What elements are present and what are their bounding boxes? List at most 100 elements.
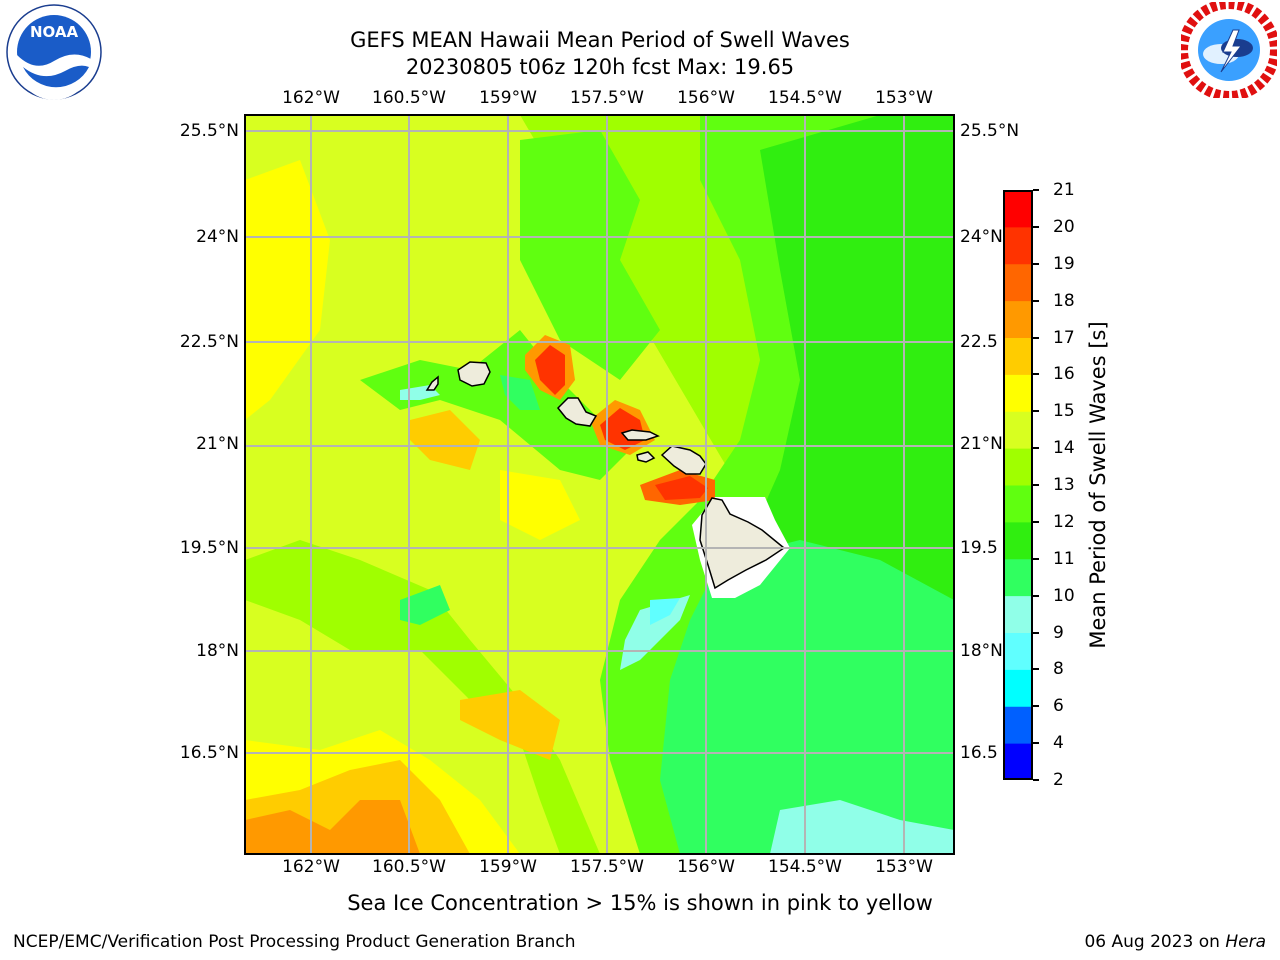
hawaii-big-island [699,497,786,590]
colorbar-tick-label: 9 [1053,622,1064,643]
lon-label-top: 154.5°W [768,88,842,108]
lat-label-right: 24°N [960,227,1003,247]
colorbar-tick-label: 17 [1053,327,1075,348]
lon-label-top: 157.5°W [570,88,644,108]
noaa-logo-text: NOAA [30,23,79,41]
colorbar-tick-label: 10 [1053,585,1075,606]
colorbar-segment [1003,190,1033,228]
generation-date: 06 Aug 2023 on Hera [1084,932,1266,952]
colorbar-tick-label: 4 [1053,733,1064,754]
colorbar-tick-label: 16 [1053,364,1075,385]
noaa-logo: NOAA [5,3,103,101]
colorbar-tick [1033,447,1039,450]
colorbar-segment [1003,263,1033,302]
lat-label-right: 25.5°N [960,121,1020,141]
colorbar-tick [1033,225,1039,228]
colorbar-tick [1033,189,1039,191]
lat-label-left: 19.5°N [179,538,239,558]
colorbar-segment [1003,558,1033,597]
colorbar-tick [1033,373,1039,376]
colorbar-tick [1033,779,1039,781]
machine-name: Hera [1225,932,1266,952]
colorbar-segment [1003,485,1033,523]
chart-subtitle: 20230805 t06z 120h fcst Max: 19.65 [405,55,795,79]
niihau-island [425,375,439,391]
colorbar-segment [1003,632,1033,670]
colorbar-title: Mean Period of Swell Waves [s] [1086,321,1110,649]
colorbar [1003,190,1033,780]
colorbar-tick-label: 2 [1053,770,1064,790]
lon-label-top: 153°W [875,88,933,108]
kauai-island [457,361,491,387]
colorbar-tick-label: 15 [1053,401,1075,422]
colorbar-segment [1003,669,1033,707]
producer-credit: NCEP/EMC/Verification Post Processing Pr… [13,932,576,952]
lat-label-left: 16.5°N [179,743,239,763]
colorbar-segment [1003,411,1033,449]
colorbar-tick-label: 12 [1053,511,1075,532]
colorbar-tick-label: 11 [1053,548,1075,569]
lat-label-right: 21°N [960,434,1003,454]
lon-label-bottom: 153°W [875,857,933,877]
nws-logo [1181,2,1277,98]
lat-label-left: 24°N [196,227,239,247]
colorbar-segment [1003,595,1033,633]
chart-title: GEFS MEAN Hawaii Mean Period of Swell Wa… [350,28,850,52]
lon-label-bottom: 156°W [677,857,735,877]
graticule [245,115,954,854]
map-frame [244,114,955,855]
lon-label-bottom: 157.5°W [570,857,644,877]
hawaiian-islands [425,361,786,590]
colorbar-tick [1033,705,1039,708]
lat-label-left: 25.5°N [179,121,239,141]
colorbar-segment [1003,300,1033,338]
colorbar-segment [1003,374,1033,412]
colorbar-tick-label: 18 [1053,290,1075,311]
lat-label-right: 19.5 [960,538,998,558]
colorbar-tick-label: 6 [1053,696,1064,717]
colorbar-segment [1003,706,1033,744]
colorbar-tick [1033,742,1039,745]
lat-label-right: 16.5 [960,743,998,763]
sea-ice-note: Sea Ice Concentration > 15% is shown in … [347,891,933,915]
lon-label-bottom: 160.5°W [372,857,446,877]
colorbar-tick [1033,299,1039,302]
colorbar-tick [1033,631,1039,634]
colorbar-tick [1033,520,1039,523]
lat-label-left: 21°N [196,434,239,454]
colorbar-tick [1033,668,1039,671]
colorbar-tick-label: 14 [1053,438,1075,459]
colorbar-segment [1003,226,1033,265]
lanai-island [636,451,656,463]
lon-label-bottom: 162°W [282,857,340,877]
colorbar-segment [1003,743,1033,780]
date-text: 06 Aug 2023 on [1084,932,1220,952]
colorbar-tick [1033,484,1039,486]
colorbar-tick [1033,336,1039,339]
lon-label-top: 162°W [282,88,340,108]
lon-label-top: 159°W [479,88,537,108]
colorbar-segment [1003,448,1033,486]
lon-label-bottom: 159°W [479,857,537,877]
colorbar-tick [1033,410,1039,413]
lat-label-left: 22.5°N [179,332,239,352]
lat-label-right: 18°N [960,641,1003,661]
colorbar-tick-label: 20 [1053,216,1075,237]
swell-period-field [245,115,954,854]
lon-label-top: 156°W [677,88,735,108]
colorbar-tick-label: 19 [1053,253,1075,274]
colorbar-frame [1003,190,1033,780]
lat-label-left: 18°N [196,641,239,661]
colorbar-tick [1033,557,1039,560]
colorbar-tick-label: 21 [1053,180,1075,200]
lon-label-top: 160.5°W [372,88,446,108]
colorbar-tick [1033,594,1039,597]
colorbar-tick [1033,262,1039,265]
molokai-island [620,429,660,441]
colorbar-tick-label: 13 [1053,475,1075,495]
colorbar-segment [1003,521,1033,560]
lon-label-bottom: 154.5°W [768,857,842,877]
lat-label-right: 22.5 [960,332,998,352]
oahu-island [556,397,598,427]
colorbar-segment [1003,337,1033,375]
